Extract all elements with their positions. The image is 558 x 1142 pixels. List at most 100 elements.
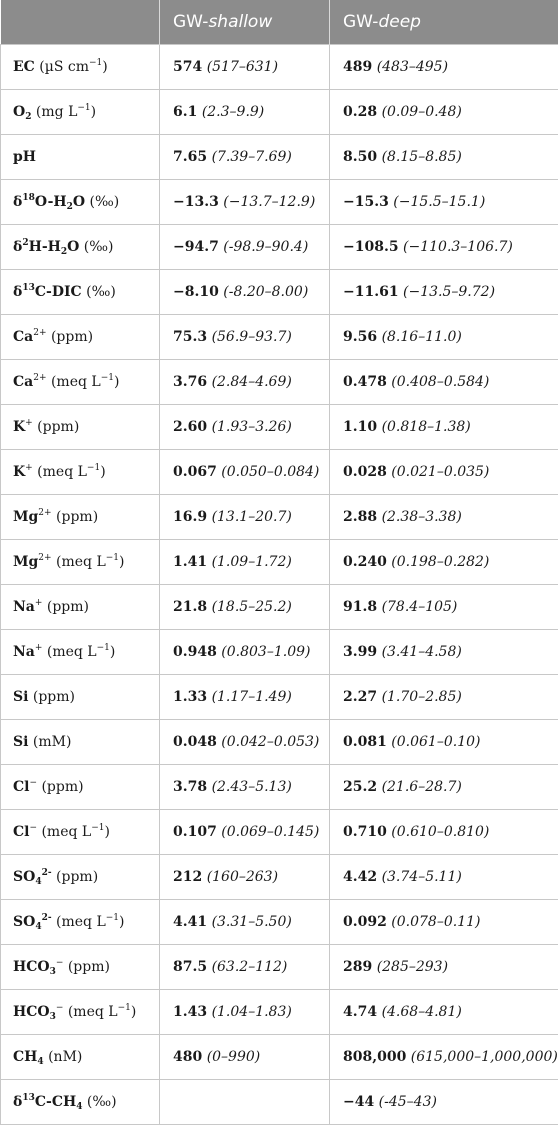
shallow-value: 6.1 xyxy=(173,104,198,120)
header-gw-deep-prefix: GW- xyxy=(343,12,379,32)
gw-shallow-cell: 0.048 (0.042–0.053) xyxy=(159,719,330,765)
parameter-label-part: 2 xyxy=(25,112,32,122)
parameter-label-part: + xyxy=(25,418,33,428)
shallow-range: (0–990) xyxy=(206,1049,261,1065)
header-row: GW-shallow GW-deep xyxy=(0,0,558,45)
parameter-label-part: −1 xyxy=(91,823,105,833)
gw-deep-cell: 0.240 (0.198–0.282) xyxy=(329,539,558,585)
header-gw-shallow-emphasis: shallow xyxy=(208,12,273,32)
parameter-label-part: (meq L xyxy=(42,644,97,660)
parameter-label-part: SO xyxy=(13,869,36,885)
gw-deep-cell: 0.081 (0.061–0.10) xyxy=(329,719,558,765)
shallow-value: 480 xyxy=(173,1049,203,1065)
deep-range: (0.09–0.48) xyxy=(381,104,462,120)
shallow-value: 574 xyxy=(173,59,203,75)
shallow-range: (-8.20–8.00) xyxy=(223,284,309,300)
deep-range: (21.6–28.7) xyxy=(381,779,462,795)
gw-deep-cell: 489 (483–495) xyxy=(329,44,558,90)
deep-value: 0.028 xyxy=(343,464,387,480)
parameter-label-part: −1 xyxy=(89,58,103,68)
gw-deep-cell: 0.28 (0.09–0.48) xyxy=(329,89,558,135)
deep-value: 0.28 xyxy=(343,104,378,120)
parameter-label-part: Ca xyxy=(13,329,34,345)
gw-deep-cell: 3.99 (3.41–4.58) xyxy=(329,629,558,675)
gw-deep-cell: 289 (285–293) xyxy=(329,944,558,990)
parameter-label-part: −1 xyxy=(117,1003,131,1013)
shallow-range: (2.43–5.13) xyxy=(211,779,292,795)
deep-range: (8.15–8.85) xyxy=(381,149,462,165)
header-gw-deep-emphasis: deep xyxy=(378,12,421,32)
parameter-label-part: 13 xyxy=(22,1093,35,1103)
deep-range: (0.610–0.810) xyxy=(391,824,490,840)
parameter-label-part: C-DIC xyxy=(34,284,82,300)
deep-value: 25.2 xyxy=(343,779,378,795)
parameter-cell: K+ (ppm) xyxy=(0,404,160,450)
deep-range: (3.41–4.58) xyxy=(381,644,462,660)
parameter-label-part: −1 xyxy=(77,103,91,113)
parameter-label-part: − xyxy=(55,1003,64,1013)
parameter-label-part: 2- xyxy=(41,913,52,923)
deep-range: (4.68–4.81) xyxy=(381,1004,462,1020)
deep-value: 289 xyxy=(343,959,373,975)
gw-deep-cell: −108.5 (−110.3–106.7) xyxy=(329,224,558,270)
deep-range: (615,000–1,000,000) xyxy=(410,1049,558,1065)
parameter-label-part: O xyxy=(67,239,80,255)
parameter-label-part: ) xyxy=(119,914,125,930)
table-row: δ13C-DIC (‰) −8.10 (-8.20–8.00) −11.61 (−1… xyxy=(0,269,558,315)
parameter-label-part: δ xyxy=(13,284,23,300)
deep-value: 0.478 xyxy=(343,374,387,390)
parameter-label-part: CH xyxy=(13,1049,38,1065)
shallow-range: (517–631) xyxy=(206,59,279,75)
gw-shallow-cell: 3.78 (2.43–5.13) xyxy=(159,764,330,810)
parameter-label-part: Mg xyxy=(13,509,39,525)
gw-deep-cell: 0.028 (0.021–0.035) xyxy=(329,449,558,495)
gw-shallow-cell: 21.8 (18.5–25.2) xyxy=(159,584,330,630)
parameter-cell: SO42- (ppm) xyxy=(0,854,160,900)
gw-shallow-cell: 7.65 (7.39–7.69) xyxy=(159,134,330,180)
shallow-value: 87.5 xyxy=(173,959,208,975)
shallow-range: (18.5–25.2) xyxy=(211,599,292,615)
parameter-cell: Si (mM) xyxy=(0,719,160,765)
parameter-label-part: Cl xyxy=(13,824,30,840)
deep-value: 489 xyxy=(343,59,373,75)
shallow-range: (1.04–1.83) xyxy=(211,1004,292,1020)
gw-shallow-cell xyxy=(159,1079,330,1125)
shallow-value: −13.3 xyxy=(173,194,219,210)
table-body: EC (µS cm−1) 574 (517–631) 489 (483–495) O2… xyxy=(0,44,558,1125)
parameter-cell: HCO3− (meq L−1) xyxy=(0,989,160,1035)
table-row: K+ (ppm) 2.60 (1.93–3.26) 1.10 (0.818–1.38… xyxy=(0,404,558,450)
parameter-label-part: −1 xyxy=(100,373,114,383)
deep-range: (0.408–0.584) xyxy=(391,374,490,390)
parameter-cell: Ca2+ (ppm) xyxy=(0,314,160,360)
parameter-cell: Mg2+ (ppm) xyxy=(0,494,160,540)
table-row: O2 (mg L−1) 6.1 (2.3–9.9) 0.28 (0.09–0.48) xyxy=(0,89,558,135)
deep-value: 3.99 xyxy=(343,644,378,660)
shallow-range: (0.050–0.084) xyxy=(221,464,320,480)
deep-range: (−110.3–106.7) xyxy=(403,239,513,255)
parameter-cell: δ18O-H2O (‰) xyxy=(0,179,160,225)
shallow-value: 1.41 xyxy=(173,554,208,570)
parameter-label-part: 2 xyxy=(66,202,73,212)
deep-range: (0.061–0.10) xyxy=(391,734,481,750)
deep-range: (3.74–5.11) xyxy=(381,869,462,885)
shallow-range: (1.09–1.72) xyxy=(211,554,292,570)
table-row: Si (mM) 0.048 (0.042–0.053) 0.081 (0.061–0… xyxy=(0,719,558,765)
deep-range: (0.818–1.38) xyxy=(381,419,471,435)
shallow-value: 0.948 xyxy=(173,644,217,660)
deep-value: 9.56 xyxy=(343,329,378,345)
parameter-cell: K+ (meq L−1) xyxy=(0,449,160,495)
gw-deep-cell: −11.61 (−13.5–9.72) xyxy=(329,269,558,315)
parameter-cell: Cl− (meq L−1) xyxy=(0,809,160,855)
deep-value: −11.61 xyxy=(343,284,399,300)
parameter-label-part: Na xyxy=(13,599,35,615)
shallow-value: 21.8 xyxy=(173,599,208,615)
parameter-cell: CH4 (nM) xyxy=(0,1034,160,1080)
parameter-label-part: 2+ xyxy=(33,373,47,383)
gw-deep-cell: 808,000 (615,000–1,000,000) xyxy=(329,1034,558,1080)
parameter-cell: Cl− (ppm) xyxy=(0,764,160,810)
parameter-cell: δ2H-H2O (‰) xyxy=(0,224,160,270)
table-row: Ca2+ (meq L−1) 3.76 (2.84–4.69) 0.478 (0.4… xyxy=(0,359,558,405)
table-row: Na+ (meq L−1) 0.948 (0.803–1.09) 3.99 (3.4… xyxy=(0,629,558,675)
shallow-value: 75.3 xyxy=(173,329,208,345)
